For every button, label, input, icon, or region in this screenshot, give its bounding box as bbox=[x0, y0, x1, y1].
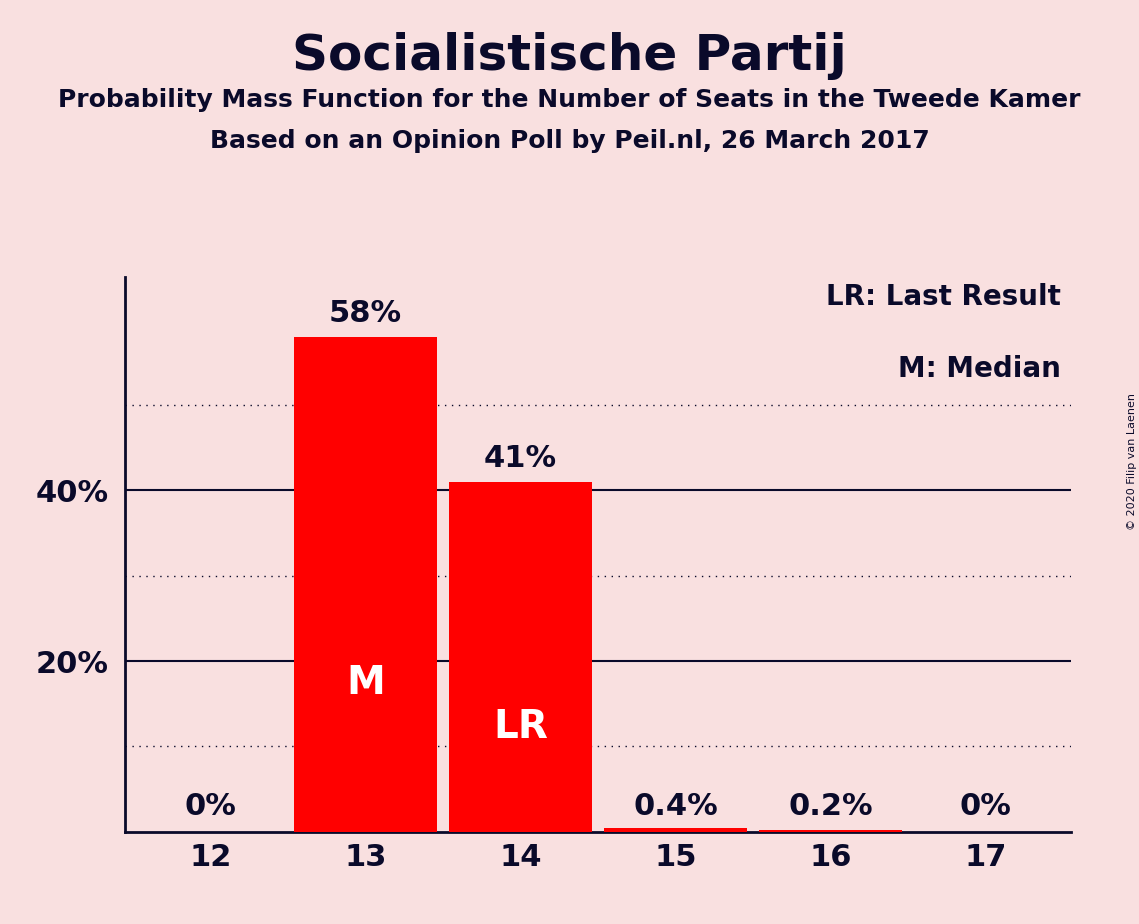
Bar bbox=[294, 337, 436, 832]
Text: M: M bbox=[346, 664, 385, 702]
Text: Based on an Opinion Poll by Peil.nl, 26 March 2017: Based on an Opinion Poll by Peil.nl, 26 … bbox=[210, 129, 929, 153]
Text: © 2020 Filip van Laenen: © 2020 Filip van Laenen bbox=[1128, 394, 1137, 530]
Text: 58%: 58% bbox=[329, 299, 402, 328]
Text: 41%: 41% bbox=[484, 444, 557, 473]
Bar bbox=[604, 828, 747, 832]
Text: 0.2%: 0.2% bbox=[788, 793, 872, 821]
Text: Probability Mass Function for the Number of Seats in the Tweede Kamer: Probability Mass Function for the Number… bbox=[58, 88, 1081, 112]
Bar bbox=[449, 482, 592, 832]
Text: LR: Last Result: LR: Last Result bbox=[826, 283, 1062, 310]
Bar bbox=[760, 830, 902, 832]
Text: 0.4%: 0.4% bbox=[633, 793, 718, 821]
Text: Socialistische Partij: Socialistische Partij bbox=[292, 32, 847, 80]
Text: 0%: 0% bbox=[959, 793, 1011, 821]
Text: M: Median: M: Median bbox=[899, 355, 1062, 383]
Text: 0%: 0% bbox=[185, 793, 237, 821]
Text: LR: LR bbox=[493, 708, 548, 746]
